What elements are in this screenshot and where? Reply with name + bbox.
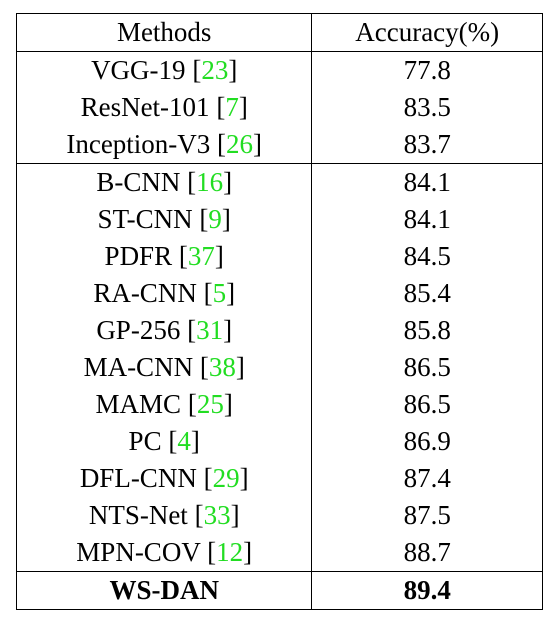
reference-link[interactable]: 29 (212, 463, 240, 493)
ours-method-cell: WS-DAN (15, 571, 313, 610)
reference-link[interactable]: 5 (212, 278, 227, 308)
method-cell: B-CNN [16] (15, 163, 313, 201)
method-name: MA-CNN (83, 352, 194, 382)
table-row: MA-CNN [38] 86.5 (15, 349, 543, 386)
results-table: Methods Accuracy(%) VGG-19 [23] 77.8 ResNe… (15, 13, 543, 610)
method-cell: GP-256 [31] (15, 312, 313, 349)
reference-link[interactable]: 7 (225, 92, 239, 122)
method-name: B-CNN (96, 167, 181, 197)
method-name: DFL-CNN (79, 463, 197, 493)
method-name: ST-CNN (97, 204, 193, 234)
method-cell: DFL-CNN [29] (15, 460, 313, 497)
accuracy-cell: 85.4 (311, 275, 543, 312)
reference-link[interactable]: 26 (226, 129, 254, 159)
accuracy-cell: 77.8 (311, 51, 543, 89)
method-name: ResNet-101 (80, 92, 210, 122)
accuracy-cell: 85.8 (311, 312, 543, 349)
table-row: ResNet-101 [7] 83.5 (15, 89, 543, 126)
accuracy-cell: 83.7 (311, 126, 543, 164)
reference-link[interactable]: 31 (196, 315, 224, 345)
table-row: DFL-CNN [29] 87.4 (15, 460, 543, 497)
table-row: GP-256 [31] 85.8 (15, 312, 543, 349)
table-header-row: Methods Accuracy(%) (15, 13, 543, 52)
method-cell: MPN-COV [12] (15, 534, 313, 572)
table-row: B-CNN [16] 84.1 (15, 163, 543, 201)
accuracy-cell: 87.4 (311, 460, 543, 497)
table-row: Inception-V3 [26] 83.7 (15, 126, 543, 164)
method-name: NTS-Net (88, 500, 188, 530)
reference-link[interactable]: 12 (216, 537, 244, 567)
method-name: MPN-COV (76, 537, 201, 567)
method-cell: ST-CNN [9] (15, 201, 313, 238)
method-name: RA-CNN (93, 278, 197, 308)
reference-link[interactable]: 33 (203, 500, 231, 530)
accuracy-cell: 86.5 (311, 349, 543, 386)
method-cell: NTS-Net [33] (15, 497, 313, 534)
method-name: Inception-V3 (66, 129, 211, 159)
accuracy-cell: 87.5 (311, 497, 543, 534)
table-row: VGG-19 [23] 77.8 (15, 51, 543, 89)
reference-link[interactable]: 23 (201, 55, 229, 85)
table-body: VGG-19 [23] 77.8 ResNet-101 [7] 83.5 Incepti… (15, 51, 543, 610)
reference-link[interactable]: 9 (208, 204, 222, 234)
method-name: VGG-19 (91, 55, 186, 85)
table-row: RA-CNN [5] 85.4 (15, 275, 543, 312)
method-cell: VGG-19 [23] (15, 51, 313, 89)
header-methods: Methods (15, 13, 313, 52)
ours-accuracy-cell: 89.4 (311, 571, 543, 610)
reference-link[interactable]: 38 (208, 352, 236, 382)
ours-row: WS-DAN 89.4 (15, 571, 543, 610)
table-row: ST-CNN [9] 84.1 (15, 201, 543, 238)
table-row: MPN-COV [12] 88.7 (15, 534, 543, 572)
accuracy-cell: 84.1 (311, 201, 543, 238)
method-name: GP-256 (96, 315, 181, 345)
method-cell: RA-CNN [5] (15, 275, 313, 312)
table-row: PC [4] 86.9 (15, 423, 543, 460)
accuracy-cell: 86.9 (311, 423, 543, 460)
method-cell: ResNet-101 [7] (15, 89, 313, 126)
table-row: PDFR [37] 84.5 (15, 238, 543, 275)
table-row: NTS-Net [33] 87.5 (15, 497, 543, 534)
header-accuracy: Accuracy(%) (311, 13, 543, 52)
reference-link[interactable]: 37 (187, 241, 215, 271)
reference-link[interactable]: 4 (177, 426, 191, 456)
accuracy-cell: 84.1 (311, 163, 543, 201)
table-row: MAMC [25] 86.5 (15, 386, 543, 423)
method-name: MAMC (95, 389, 182, 419)
method-name: PDFR (104, 241, 173, 271)
accuracy-cell: 86.5 (311, 386, 543, 423)
accuracy-cell: 88.7 (311, 534, 543, 572)
method-cell: Inception-V3 [26] (15, 126, 313, 164)
reference-link[interactable]: 16 (196, 167, 224, 197)
reference-link[interactable]: 25 (196, 389, 224, 419)
accuracy-cell: 83.5 (311, 89, 543, 126)
method-name: PC (128, 426, 162, 456)
method-cell: MA-CNN [38] (15, 349, 313, 386)
accuracy-cell: 84.5 (311, 238, 543, 275)
method-cell: MAMC [25] (15, 386, 313, 423)
method-cell: PC [4] (15, 423, 313, 460)
method-cell: PDFR [37] (15, 238, 313, 275)
